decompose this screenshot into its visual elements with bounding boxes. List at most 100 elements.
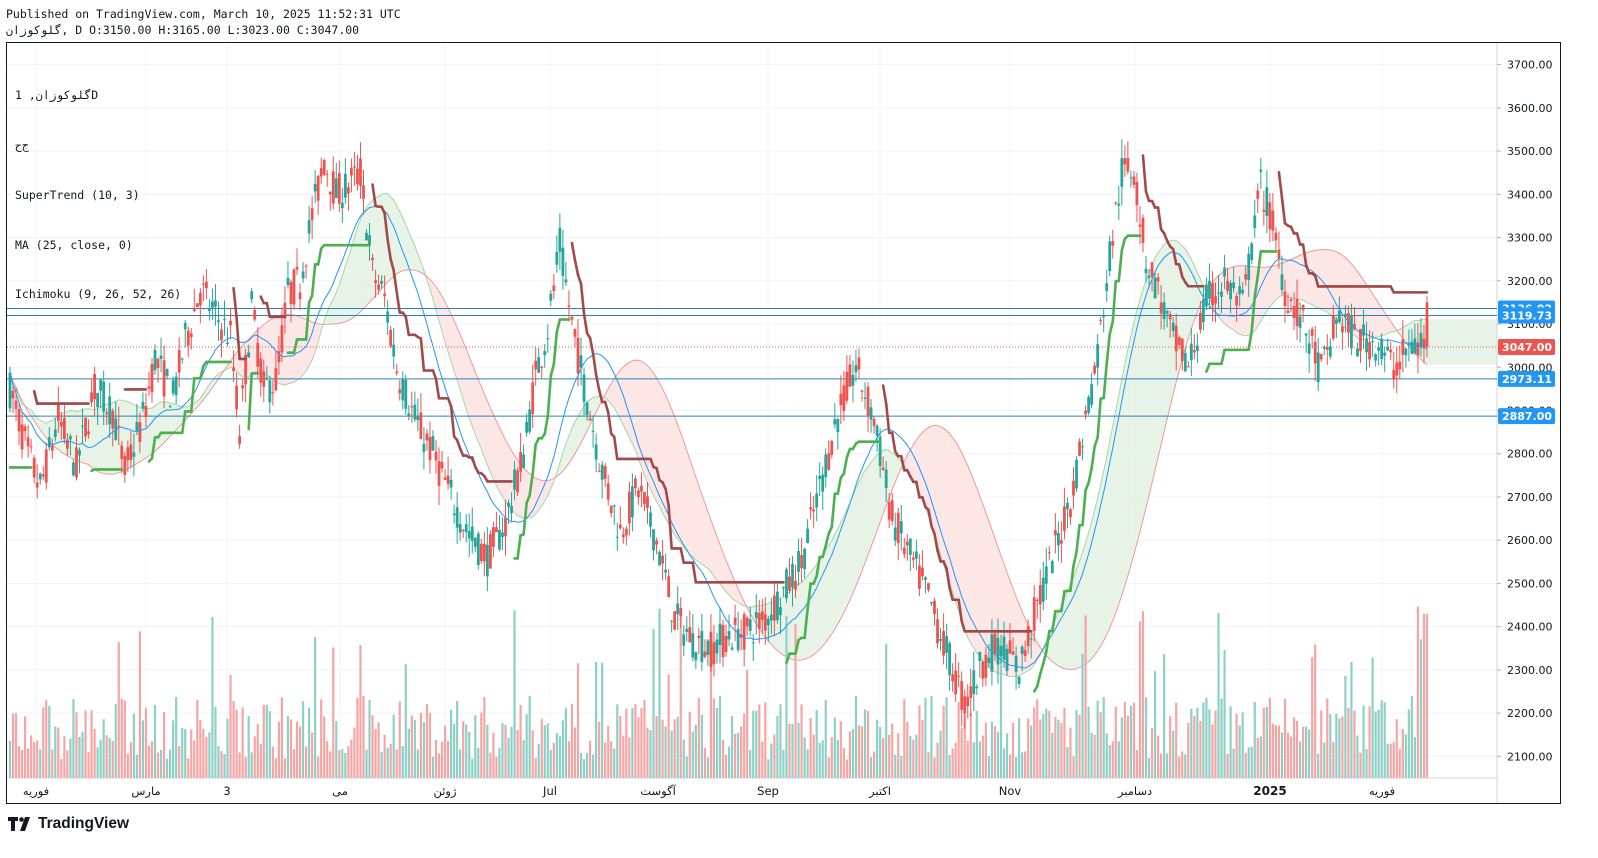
volume-bar [676,716,679,778]
volume-bar [190,729,193,778]
y-tick-label: 3600.00 [1507,102,1553,115]
supertrend-segment [1084,481,1090,492]
candle-body [1063,506,1066,531]
y-tick-label: 2400.00 [1507,621,1553,634]
volume-bar [1413,737,1416,778]
volume-bar [147,745,151,778]
candle-body [289,281,293,304]
cloud-segment [167,401,171,440]
candle-body [313,183,317,192]
cloud-segment [1430,319,1434,365]
supertrend-segment [1171,247,1178,266]
volume-bar [39,749,42,778]
volume-bar [761,741,764,778]
candle-body [769,614,773,621]
volume-bar [857,725,861,778]
candle-body [1044,566,1048,584]
volume-bar [1156,735,1160,778]
volume-bar [93,728,96,778]
cloud-segment [52,418,56,448]
volume-bar [344,753,347,778]
candle-body [751,642,755,644]
volume-bar [1347,707,1350,778]
candle-body [1377,347,1381,351]
supertrend-segment [915,480,921,499]
volume-bar [797,722,800,778]
supertrend-segment [960,619,967,633]
cloud-segment [849,495,853,601]
volume-bar [969,713,972,778]
candle-body [615,536,619,538]
cloud-segment [695,476,699,562]
cloud-segment [487,400,491,473]
volume-bar [298,726,302,778]
candle-body [972,670,976,695]
candle-body [582,374,586,402]
supertrend-segment [1051,609,1057,633]
volume-bar [851,728,855,778]
candle-body [866,386,870,417]
volume-bar [691,731,694,778]
volume-bar [1308,729,1311,778]
cloud-segment [1215,275,1219,317]
candle-body [452,513,456,516]
cloud-segment [581,406,585,443]
cloud-segment [469,356,473,426]
candle-body [703,651,707,657]
candle-body [247,352,251,358]
candle-body [688,627,692,643]
candle-body [316,176,320,201]
legend-ichimoku[interactable]: Ichimoku (9, 26, 52, 26) [15,287,182,302]
candle-body [319,168,323,177]
candle-body [201,283,205,285]
volume-bar [102,719,105,778]
volume-bar [72,699,75,778]
volume-bar [202,728,205,778]
candle-body [525,421,529,433]
candle-body [374,280,377,284]
candle-body [1072,480,1075,496]
tradingview-brand[interactable]: TradingView [8,815,129,833]
volume-bar [1253,701,1256,778]
cloud-segment [1064,591,1068,670]
candle-body [283,302,287,319]
candle-body [1337,310,1341,322]
supertrend-segment [189,377,196,413]
volume-bar [262,704,265,778]
volume-bar [11,713,15,778]
volume-bar [749,750,752,778]
cloud-segment [862,470,866,571]
cloud-segment [825,545,829,643]
candle-body [386,311,390,323]
volume-bar [1114,706,1117,778]
cloud-segment [943,428,947,574]
volume-bar [286,715,290,778]
volume-bar [277,721,280,778]
volume-bar [1175,702,1178,778]
volume-bar [1305,726,1308,778]
supertrend-segment [470,456,477,469]
candle-body [47,437,51,448]
volume-bar [374,729,377,778]
volume-bar [1166,753,1169,778]
volume-bar [1141,611,1145,778]
legend-ma[interactable]: MA (25, close, 0) [15,237,133,252]
x-tick-label: 2025 [1253,784,1286,798]
candle-body [1374,354,1378,361]
volume-bar [1172,730,1175,778]
x-tick-label: Nov [999,784,1022,798]
candle-body [984,654,988,678]
candle-body [1328,346,1332,357]
candle-body [921,567,924,577]
candle-body [884,469,888,488]
supertrend-segment [930,524,936,536]
volume-bar [184,728,187,778]
candle-body [211,301,214,308]
legend-supertrend[interactable]: SuperTrend (10, 3) [15,187,140,202]
candle-body [183,322,187,330]
volume-bar [428,712,432,778]
candle-body [464,524,468,533]
cloud-segment [173,403,177,434]
candle-body [1214,296,1217,304]
